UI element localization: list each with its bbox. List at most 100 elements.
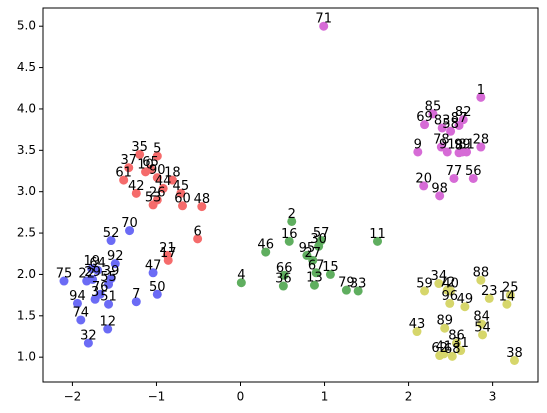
x-tick-label: 1 bbox=[321, 390, 329, 404]
point-label: 42 bbox=[128, 179, 145, 194]
point bbox=[278, 281, 288, 291]
point-label: 46 bbox=[257, 238, 274, 253]
point bbox=[316, 236, 326, 246]
point-label: 1 bbox=[477, 83, 485, 98]
point-label: 60 bbox=[174, 191, 191, 206]
point-label: 96 bbox=[441, 289, 458, 304]
point bbox=[468, 173, 478, 183]
point bbox=[420, 120, 430, 130]
point-label: 64 bbox=[89, 256, 106, 271]
point bbox=[372, 236, 382, 246]
y-tick-label: 2.0 bbox=[17, 267, 36, 281]
point-label: 91 bbox=[439, 137, 456, 152]
point-label: 86 bbox=[448, 329, 465, 344]
point bbox=[458, 115, 468, 125]
point bbox=[311, 268, 321, 278]
point-label: 28 bbox=[473, 133, 490, 148]
point-label: 48 bbox=[194, 192, 211, 207]
point-label: 35 bbox=[131, 140, 148, 155]
point-label: 87 bbox=[451, 111, 468, 126]
point-label: 10 bbox=[137, 157, 154, 172]
point-label: 7 bbox=[132, 287, 140, 302]
point bbox=[505, 290, 515, 300]
point bbox=[106, 236, 116, 246]
point bbox=[152, 289, 162, 299]
point bbox=[59, 276, 69, 286]
point bbox=[279, 270, 289, 280]
point-label: 81 bbox=[458, 137, 475, 152]
x-tick-label: −2 bbox=[64, 390, 82, 404]
point bbox=[460, 302, 470, 312]
point-label: 52 bbox=[103, 226, 120, 241]
point bbox=[325, 269, 335, 279]
point bbox=[103, 324, 113, 334]
point-label: 65 bbox=[142, 155, 159, 170]
point bbox=[353, 286, 363, 296]
point-label: 3 bbox=[91, 285, 99, 300]
point-label: 13 bbox=[306, 271, 323, 286]
point bbox=[93, 265, 103, 275]
point-label: 92 bbox=[107, 249, 124, 264]
point-label: 2 bbox=[288, 207, 296, 222]
point-label: 18 bbox=[164, 166, 181, 181]
y-tick-label: 3.5 bbox=[17, 143, 36, 157]
point-label: 23 bbox=[481, 284, 498, 299]
point-label: 54 bbox=[474, 320, 491, 335]
point bbox=[152, 173, 162, 183]
point-label: 25 bbox=[502, 281, 519, 296]
point bbox=[158, 183, 168, 193]
point-label: 40 bbox=[442, 276, 459, 291]
point bbox=[446, 286, 456, 296]
point bbox=[476, 275, 486, 285]
point bbox=[439, 349, 449, 359]
point bbox=[456, 346, 466, 356]
point-label: 34 bbox=[431, 269, 448, 284]
point-label: 43 bbox=[409, 317, 426, 332]
point-label: 19 bbox=[83, 254, 100, 269]
point-label: 8 bbox=[455, 138, 463, 153]
point-label: 26 bbox=[149, 185, 166, 200]
x-tick-label: 0 bbox=[237, 390, 245, 404]
point-label: 98 bbox=[431, 181, 448, 196]
point bbox=[484, 293, 494, 303]
point-label: 16 bbox=[281, 227, 298, 242]
point bbox=[284, 236, 294, 246]
point-label: 12 bbox=[99, 315, 116, 330]
point-label: 99 bbox=[454, 137, 471, 152]
point-label: 47 bbox=[145, 258, 162, 273]
point-label: 77 bbox=[446, 164, 463, 179]
point bbox=[434, 279, 444, 289]
point bbox=[193, 234, 203, 244]
point bbox=[125, 226, 135, 236]
point-label: 5 bbox=[153, 142, 161, 157]
point bbox=[197, 202, 207, 212]
point bbox=[141, 167, 151, 177]
point bbox=[131, 188, 141, 198]
x-tick-label: 2 bbox=[405, 390, 413, 404]
point bbox=[95, 289, 105, 299]
point bbox=[124, 163, 134, 173]
point-label: 74 bbox=[73, 305, 90, 320]
point-label: 41 bbox=[436, 339, 453, 354]
point bbox=[440, 323, 450, 333]
point-label: 70 bbox=[121, 216, 138, 231]
point-label: 33 bbox=[350, 276, 367, 291]
point bbox=[88, 274, 98, 284]
point-label: 67 bbox=[308, 258, 325, 273]
point bbox=[436, 142, 446, 152]
point bbox=[319, 21, 329, 31]
point-label: 85 bbox=[425, 99, 442, 114]
y-tick-label: 5.0 bbox=[17, 19, 36, 33]
point bbox=[119, 175, 129, 185]
point-label: 30 bbox=[310, 232, 327, 247]
x-tick-label: 3 bbox=[489, 390, 497, 404]
point-label: 68 bbox=[444, 342, 461, 357]
point-label: 39 bbox=[103, 264, 120, 279]
point bbox=[308, 255, 318, 265]
point-label: 45 bbox=[173, 179, 190, 194]
point-label: 14 bbox=[499, 290, 516, 305]
plot-frame bbox=[42, 7, 539, 383]
point bbox=[236, 278, 246, 288]
point bbox=[509, 355, 519, 365]
y-tick-label: 4.0 bbox=[17, 101, 36, 115]
